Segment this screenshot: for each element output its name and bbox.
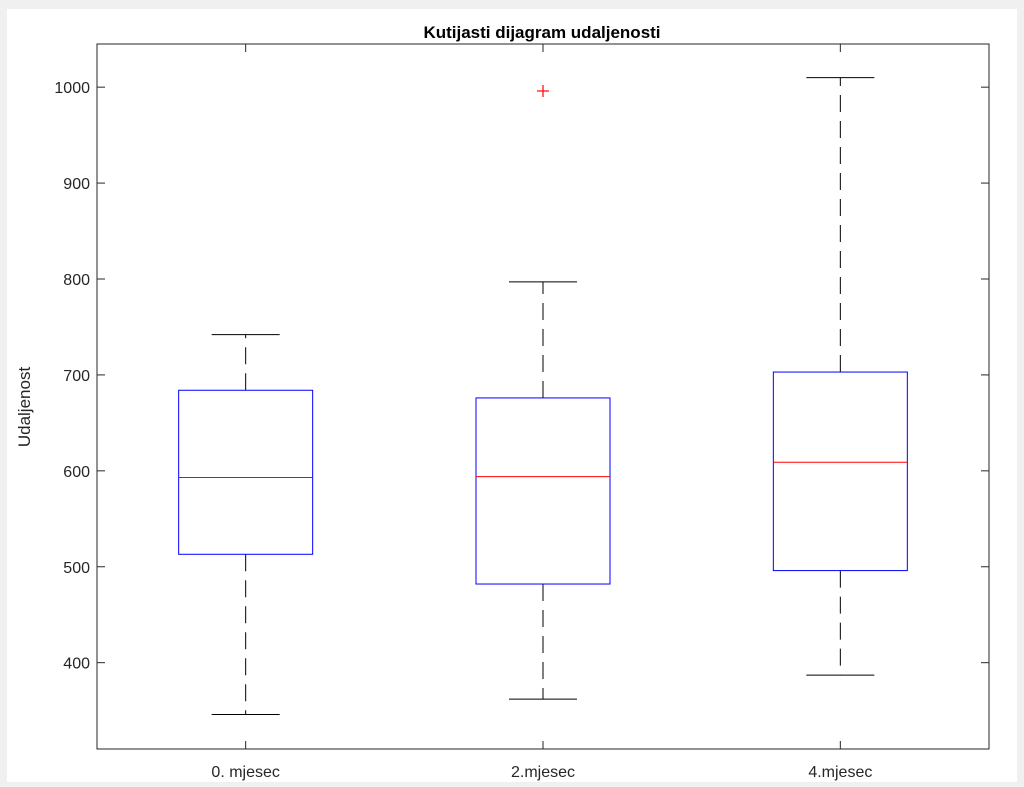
y-tick-label: 1000 [54, 80, 90, 97]
y-tick-label: 400 [63, 656, 90, 673]
y-tick-label: 900 [63, 176, 90, 193]
x-tick-label: 4.mjesec [808, 764, 872, 781]
x-tick-label: 0. mjesec [211, 764, 279, 781]
chart-title: Kutijasti dijagram udaljenosti [423, 23, 660, 42]
axes-box [96, 43, 990, 750]
figure-canvas: Kutijasti dijagram udaljenosti 400 500 600… [7, 9, 1017, 782]
box-iqr [475, 397, 611, 585]
y-axis-label: Udaljenost [15, 367, 34, 448]
y-tick-label: 600 [63, 464, 90, 481]
y-tick-label: 700 [63, 368, 90, 385]
y-tick-label: 500 [63, 560, 90, 577]
box-iqr [772, 371, 908, 572]
y-tick-label: 800 [63, 272, 90, 289]
boxplot-chart: Kutijasti dijagram udaljenosti 400 500 600… [15, 23, 990, 781]
x-tick-label: 2.mjesec [511, 764, 575, 781]
box-iqr [178, 389, 314, 555]
